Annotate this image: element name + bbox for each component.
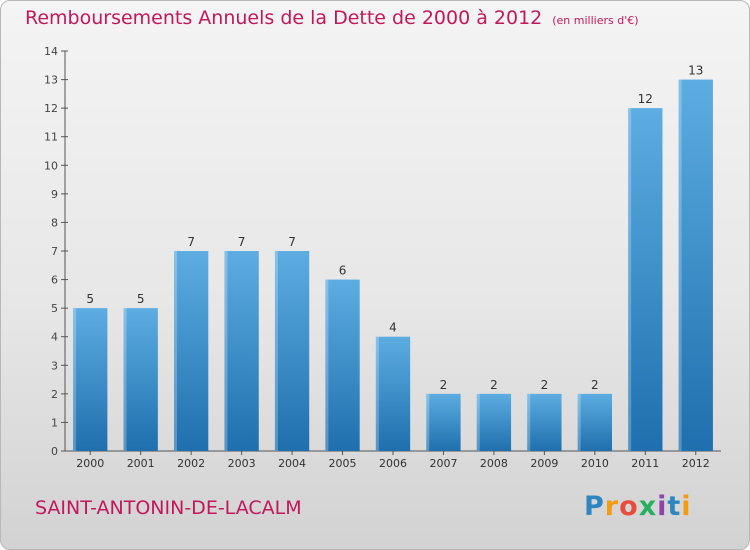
- bar: [476, 393, 512, 451]
- bar-highlight: [173, 251, 177, 451]
- y-tick-label: 9: [51, 188, 58, 201]
- x-tick-label: 2003: [228, 457, 256, 470]
- bar-value-label: 7: [288, 235, 296, 249]
- bar-highlight: [426, 393, 430, 451]
- bar-value-label: 5: [137, 292, 145, 306]
- bar-value-label: 13: [688, 64, 703, 78]
- bar-highlight: [123, 308, 127, 451]
- bar-value-label: 4: [389, 321, 397, 335]
- bar: [527, 393, 562, 451]
- bar-value-label: 2: [490, 378, 498, 392]
- proxiti-logo: Proxiti: [584, 491, 692, 522]
- x-tick-label: 2001: [127, 457, 155, 470]
- bar: [678, 79, 713, 452]
- bar: [73, 308, 108, 451]
- x-tick-label: 2012: [682, 457, 710, 470]
- logo-letter: x: [638, 491, 658, 522]
- x-tick-label: 2005: [329, 457, 357, 470]
- bar: [123, 308, 158, 451]
- y-tick-label: 5: [51, 302, 58, 315]
- bar-highlight: [325, 279, 329, 451]
- logo-letter: t: [667, 491, 682, 522]
- logo-letter: P: [584, 491, 605, 522]
- y-tick-label: 3: [51, 359, 58, 372]
- y-tick-label: 8: [51, 216, 58, 229]
- bar-highlight: [678, 79, 682, 452]
- y-tick-label: 7: [51, 245, 58, 258]
- x-tick-label: 2004: [278, 457, 306, 470]
- bar-value-label: 2: [591, 378, 599, 392]
- bar: [628, 108, 663, 452]
- logo-letter: i: [681, 491, 692, 522]
- x-tick-label: 2000: [76, 457, 104, 470]
- y-tick-label: 13: [44, 74, 58, 87]
- bar-value-label: 12: [638, 92, 653, 106]
- y-tick-label: 10: [44, 159, 58, 172]
- bar-value-label: 5: [86, 292, 94, 306]
- logo-letter: i: [657, 491, 668, 522]
- bar-value-label: 2: [440, 378, 448, 392]
- y-tick-label: 2: [51, 388, 58, 401]
- bar-highlight: [224, 251, 228, 451]
- bar-value-label: 6: [339, 264, 347, 278]
- bar: [577, 393, 613, 451]
- bar: [375, 336, 411, 451]
- town-name: SAINT-ANTONIN-DE-LACALM: [35, 497, 302, 519]
- bar: [426, 393, 461, 451]
- x-tick-label: 2007: [429, 457, 457, 470]
- y-tick-label: 11: [44, 131, 58, 144]
- y-tick-label: 4: [51, 331, 58, 344]
- bar-highlight: [476, 393, 480, 451]
- chart-title-text: Remboursements Annuels de la Dette de 20…: [25, 7, 543, 29]
- bar-highlight: [628, 108, 632, 452]
- bar-highlight: [527, 393, 531, 451]
- y-tick-label: 14: [44, 45, 58, 58]
- y-tick-label: 6: [51, 274, 58, 287]
- x-tick-label: 2008: [480, 457, 508, 470]
- bar: [173, 251, 209, 451]
- bar-highlight: [274, 251, 278, 451]
- x-tick-label: 2009: [530, 457, 558, 470]
- bar-highlight: [73, 308, 77, 451]
- x-tick-label: 2002: [177, 457, 205, 470]
- x-tick-label: 2006: [379, 457, 407, 470]
- bar-value-label: 7: [238, 235, 246, 249]
- bar-highlight: [375, 336, 379, 451]
- y-tick-label: 0: [51, 445, 58, 458]
- bar-value-label: 2: [541, 378, 549, 392]
- bar: [325, 279, 360, 451]
- chart-unit: (en milliers d'€): [552, 14, 639, 27]
- logo-letter: r: [604, 491, 620, 522]
- bar-highlight: [577, 393, 581, 451]
- y-tick-label: 1: [51, 416, 58, 429]
- x-tick-label: 2011: [631, 457, 659, 470]
- bar-value-label: 7: [187, 235, 195, 249]
- x-tick-label: 2010: [581, 457, 609, 470]
- logo-letter: o: [619, 491, 639, 522]
- y-tick-label: 12: [44, 102, 58, 115]
- bar: [224, 251, 259, 451]
- bar: [274, 251, 310, 451]
- chart-title: Remboursements Annuels de la Dette de 20…: [25, 7, 639, 29]
